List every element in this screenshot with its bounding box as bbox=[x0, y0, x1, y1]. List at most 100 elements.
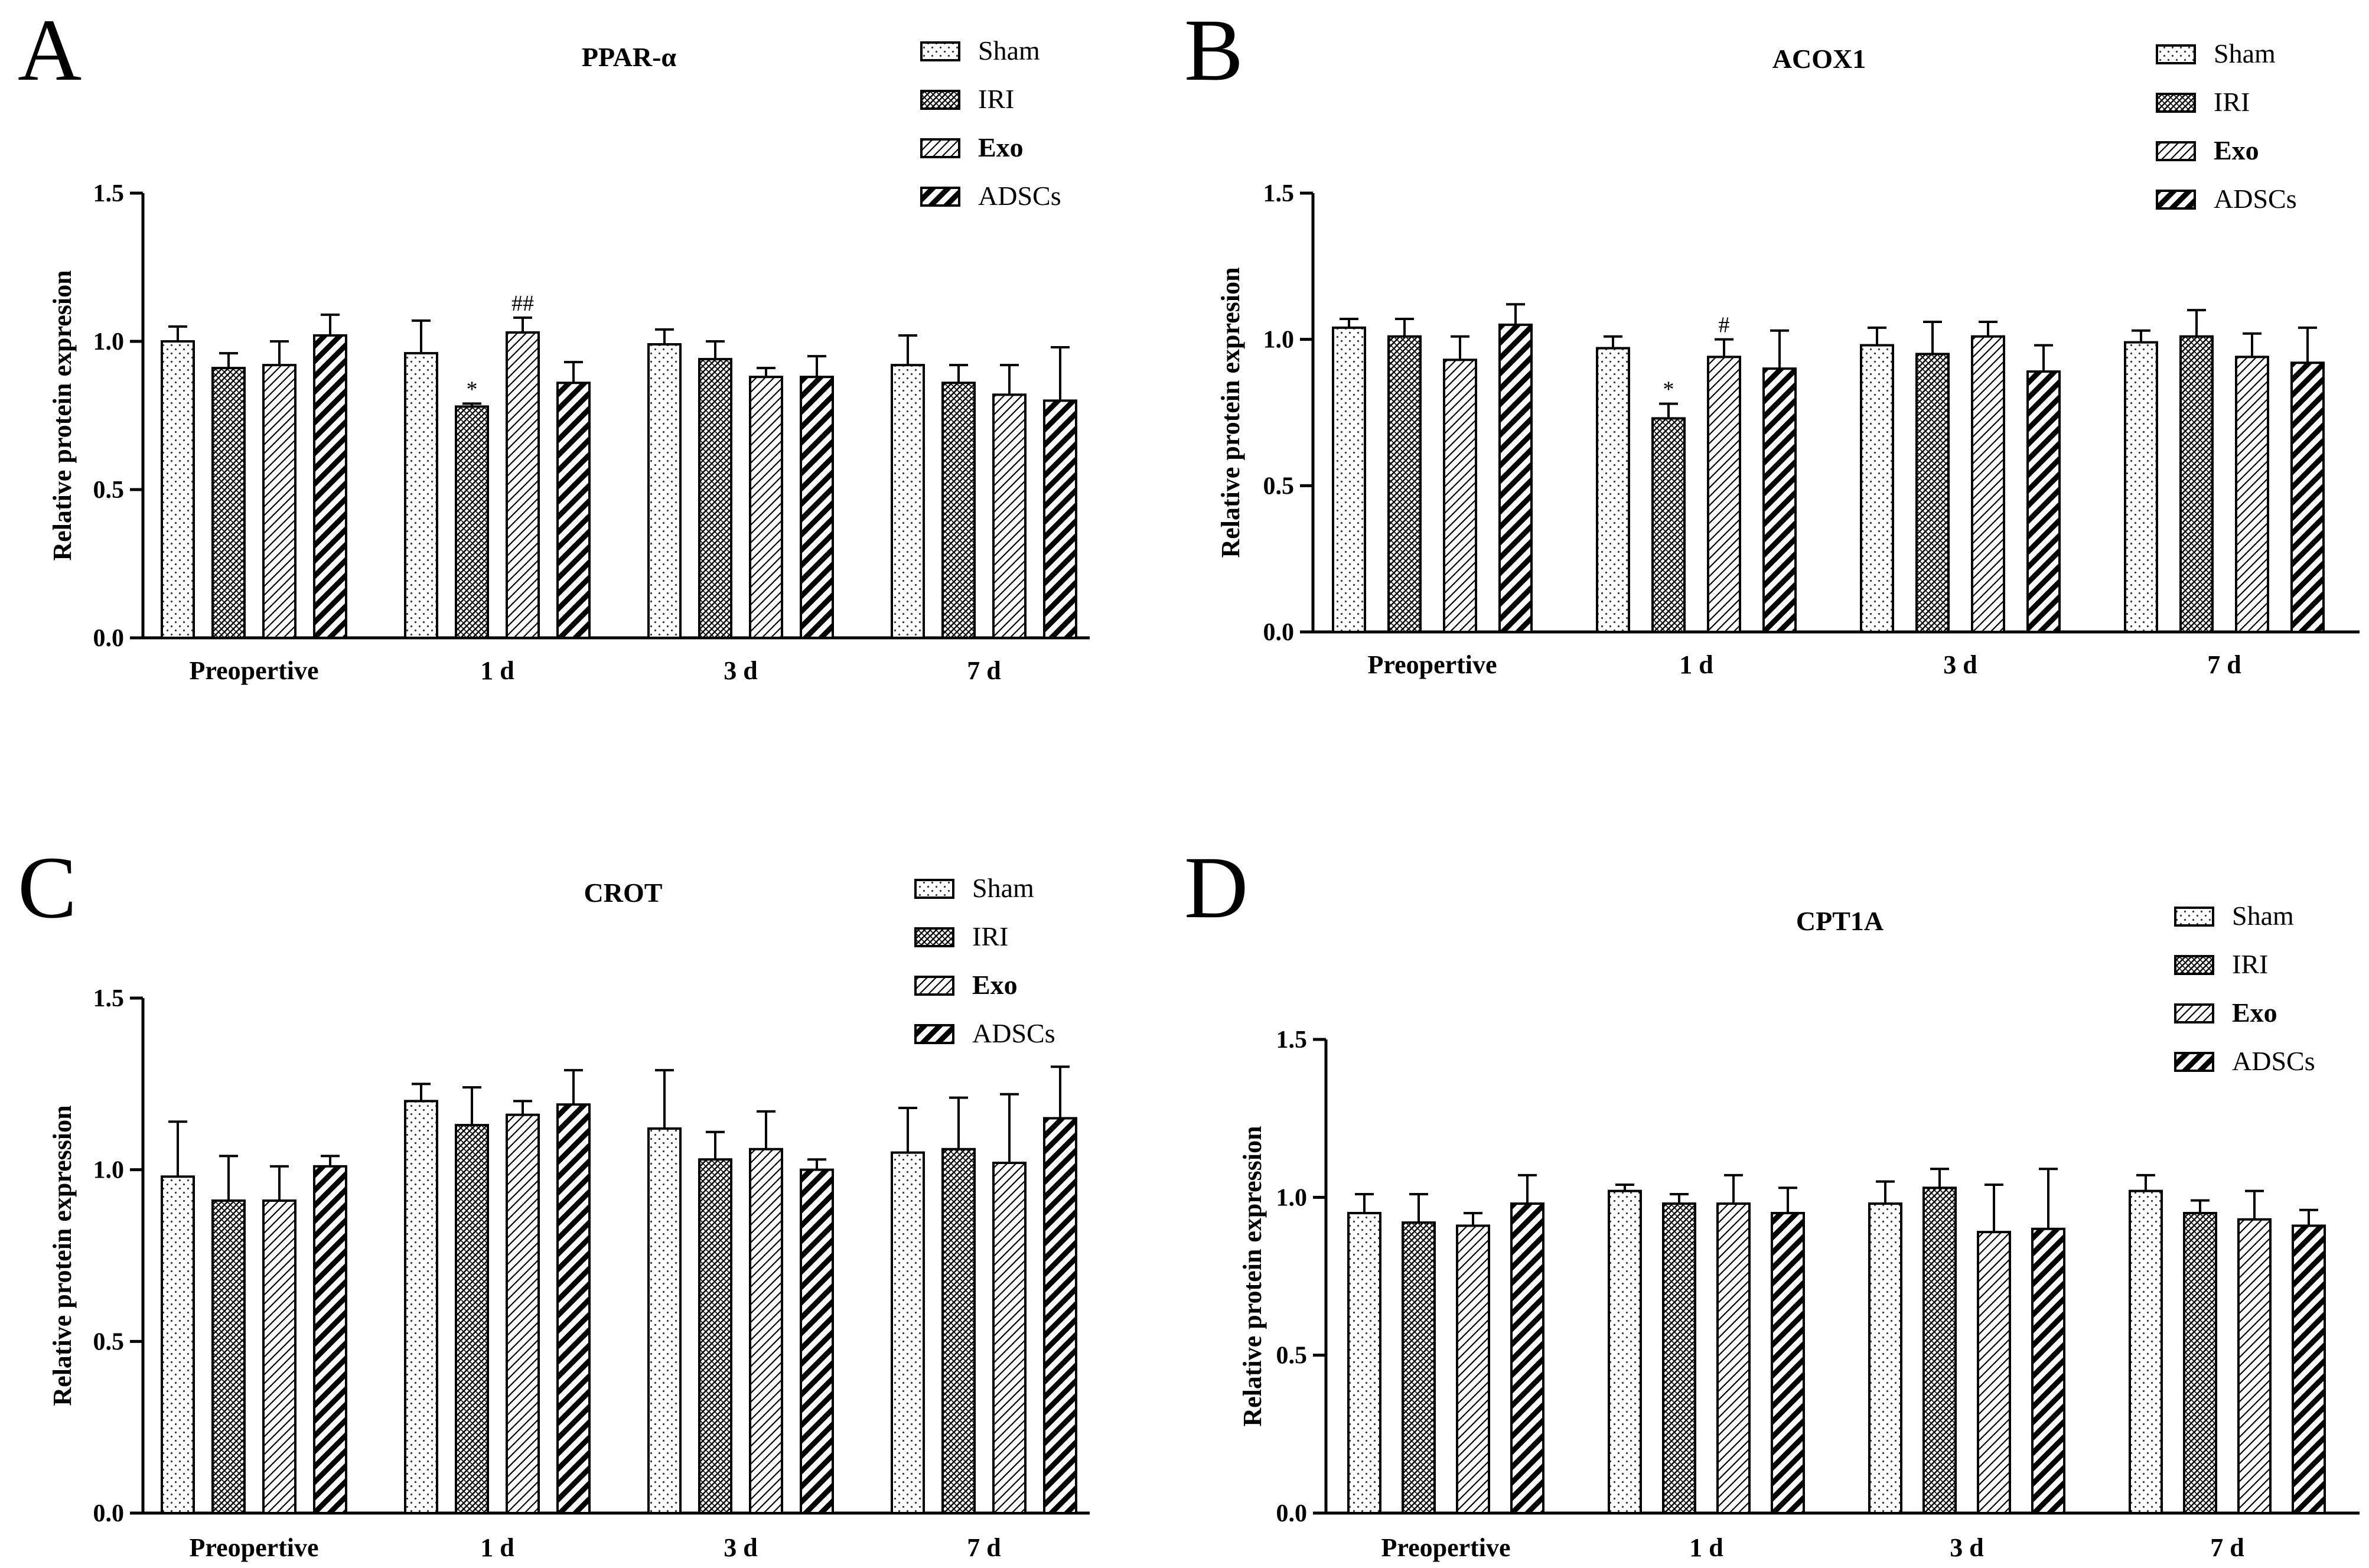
bar-sham bbox=[891, 1151, 925, 1514]
legend-label-iri: IRI bbox=[978, 84, 1014, 114]
legend-swatch-adscs bbox=[914, 1024, 954, 1044]
bar-iri bbox=[211, 1199, 246, 1514]
bar-exo bbox=[1971, 335, 2005, 633]
y-tick-label: 1.5 bbox=[1276, 1026, 1308, 1054]
bar-adscs bbox=[1762, 367, 1797, 633]
y-tick-label: 1.5 bbox=[93, 985, 125, 1012]
bar-sham bbox=[161, 340, 195, 639]
x-tick-label: Preopertive bbox=[1381, 1533, 1510, 1562]
bar-iri bbox=[455, 405, 489, 639]
bar-iri bbox=[941, 1148, 976, 1514]
legend-swatch-sham bbox=[2156, 44, 2196, 64]
bar-adscs bbox=[2031, 1227, 2065, 1515]
y-tick-label: 0.5 bbox=[93, 1328, 125, 1355]
significance-marker: * bbox=[467, 377, 478, 402]
bar-exo bbox=[506, 331, 540, 639]
bar-exo bbox=[506, 1113, 540, 1514]
legend-swatch-iri bbox=[2174, 955, 2214, 975]
bar-iri bbox=[1387, 335, 1422, 633]
y-tick-label: 1.0 bbox=[1276, 1184, 1308, 1211]
bar-adscs bbox=[2292, 1224, 2326, 1515]
bar-adscs bbox=[1043, 399, 1077, 640]
x-tick-label: 7 d bbox=[967, 656, 1001, 685]
chart-title-c: CROT bbox=[584, 878, 663, 908]
legend-swatch-adscs bbox=[2174, 1052, 2214, 1072]
legend-label-iri: IRI bbox=[972, 921, 1008, 951]
x-tick-label: 1 d bbox=[1679, 650, 1713, 679]
legend-swatch-exo bbox=[914, 976, 954, 996]
bar-sham bbox=[1332, 326, 1366, 633]
y-tick-label: 0.0 bbox=[93, 1500, 125, 1527]
legend-label-adscs: ADSCs bbox=[2214, 184, 2297, 214]
legend-swatch-sham bbox=[920, 41, 960, 61]
bar-sham bbox=[404, 352, 438, 640]
significance-marker: # bbox=[1719, 313, 1730, 338]
y-tick-label: 1.5 bbox=[93, 180, 125, 207]
bar-adscs bbox=[1043, 1117, 1077, 1514]
bar-sham bbox=[2124, 341, 2158, 633]
y-tick-label: 1.5 bbox=[1263, 180, 1295, 207]
panel-letter-d: D bbox=[1184, 839, 1248, 937]
legend-swatch-iri bbox=[920, 90, 960, 110]
panel-letter-c: C bbox=[18, 839, 77, 937]
bar-exo bbox=[1456, 1224, 1490, 1515]
x-tick-label: 3 d bbox=[1943, 650, 1977, 679]
bar-iri bbox=[941, 382, 976, 640]
y-axis-label: Relative protein expression bbox=[48, 1105, 77, 1406]
legend-swatch-adscs bbox=[2156, 190, 2196, 210]
y-tick-label: 0.0 bbox=[1276, 1500, 1308, 1527]
bar-sham bbox=[161, 1175, 195, 1514]
panel-letter-b: B bbox=[1184, 1, 1243, 99]
bar-adscs bbox=[800, 1168, 834, 1514]
legend-swatch-sham bbox=[2174, 907, 2214, 927]
y-tick-label: 0.5 bbox=[1263, 472, 1295, 500]
x-tick-label: Preopertive bbox=[1367, 650, 1497, 679]
legend-swatch-exo bbox=[920, 138, 960, 158]
bar-adscs bbox=[313, 334, 347, 639]
bar-adscs bbox=[556, 382, 591, 640]
bar-adscs bbox=[2290, 361, 2325, 633]
legend-d: Sham IRI Exo ADSCs bbox=[2174, 901, 2315, 1076]
x-tick-label: 1 d bbox=[480, 656, 514, 685]
bar-iri bbox=[455, 1124, 489, 1515]
legend-swatch-iri bbox=[914, 927, 954, 947]
bar-exo bbox=[749, 1148, 783, 1514]
bar-iri bbox=[2179, 335, 2214, 633]
significance-marker: * bbox=[1663, 377, 1674, 402]
legend-label-exo: Exo bbox=[972, 970, 1018, 1000]
legend-label-sham: Sham bbox=[972, 873, 1034, 903]
legend-label-adscs: ADSCs bbox=[2232, 1046, 2315, 1076]
legend-label-adscs: ADSCs bbox=[972, 1018, 1055, 1048]
bar-exo bbox=[992, 1162, 1027, 1515]
bar-sham bbox=[647, 343, 682, 640]
chart-title-d: CPT1A bbox=[1796, 906, 1884, 936]
legend-label-exo: Exo bbox=[978, 132, 1024, 162]
bar-exo bbox=[749, 376, 783, 639]
chart-title-a: PPAR-α bbox=[582, 42, 677, 72]
legend-label-exo: Exo bbox=[2232, 997, 2277, 1028]
bar-adscs bbox=[556, 1103, 591, 1515]
bar-iri bbox=[1915, 353, 1950, 634]
bar-exo bbox=[1977, 1231, 2011, 1515]
x-tick-label: 7 d bbox=[2207, 650, 2241, 679]
x-tick-label: 3 d bbox=[724, 656, 757, 685]
chart-title-b: ACOX1 bbox=[1772, 44, 1866, 74]
bar-adscs bbox=[1771, 1212, 1805, 1514]
legend-label-exo: Exo bbox=[2214, 135, 2259, 165]
bar-iri bbox=[698, 1158, 732, 1514]
legend-swatch-exo bbox=[2156, 141, 2196, 161]
y-tick-label: 0.5 bbox=[93, 477, 125, 504]
bar-sham bbox=[1608, 1189, 1642, 1514]
bar-sham bbox=[2129, 1189, 2163, 1514]
panel-c: C CROT Sham IRI Exo ADSCs 0.0 0.5 1.0 1.5 Relat… bbox=[18, 839, 1090, 1562]
bar-iri bbox=[1922, 1186, 1957, 1514]
plot-b: 0.0 0.5 1.0 1.5 Relative protein expresion Pr… bbox=[1216, 180, 2360, 679]
y-tick-label: 1.0 bbox=[93, 328, 125, 356]
bar-iri bbox=[1402, 1221, 1436, 1515]
bar-sham bbox=[647, 1127, 682, 1514]
legend-label-iri: IRI bbox=[2214, 87, 2250, 117]
bar-adscs bbox=[800, 376, 834, 639]
bar-iri bbox=[211, 367, 246, 639]
legend-swatch-exo bbox=[2174, 1003, 2214, 1023]
y-tick-label: 0.5 bbox=[1276, 1342, 1308, 1370]
